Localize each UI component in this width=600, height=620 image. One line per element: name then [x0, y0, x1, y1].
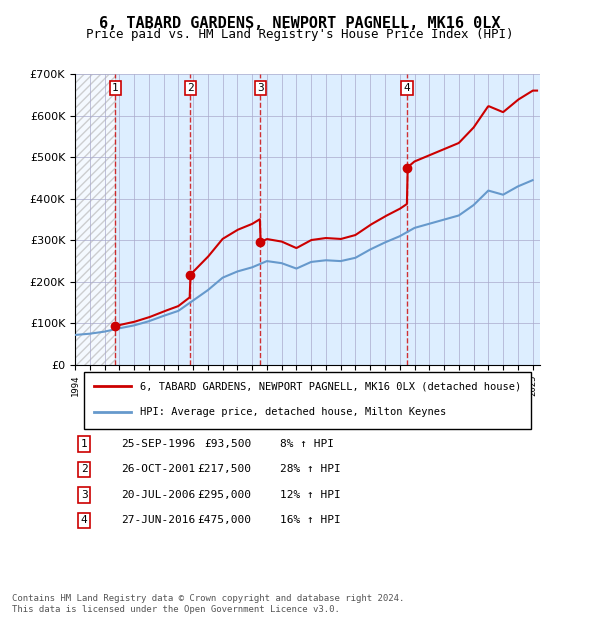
- Text: 25-SEP-1996: 25-SEP-1996: [121, 439, 196, 449]
- Text: 4: 4: [81, 515, 88, 525]
- Text: HPI: Average price, detached house, Milton Keynes: HPI: Average price, detached house, Milt…: [140, 407, 446, 417]
- Text: 26-OCT-2001: 26-OCT-2001: [121, 464, 196, 474]
- Text: 20-JUL-2006: 20-JUL-2006: [121, 490, 196, 500]
- Text: 12% ↑ HPI: 12% ↑ HPI: [280, 490, 340, 500]
- Text: 2: 2: [81, 464, 88, 474]
- Text: 3: 3: [81, 490, 88, 500]
- Text: £93,500: £93,500: [205, 439, 252, 449]
- Text: Price paid vs. HM Land Registry's House Price Index (HPI): Price paid vs. HM Land Registry's House …: [86, 28, 514, 41]
- Text: 6, TABARD GARDENS, NEWPORT PAGNELL, MK16 0LX (detached house): 6, TABARD GARDENS, NEWPORT PAGNELL, MK16…: [140, 381, 521, 391]
- Text: £295,000: £295,000: [198, 490, 252, 500]
- Text: Contains HM Land Registry data © Crown copyright and database right 2024.
This d: Contains HM Land Registry data © Crown c…: [12, 595, 404, 614]
- Text: 16% ↑ HPI: 16% ↑ HPI: [280, 515, 340, 525]
- Text: 6, TABARD GARDENS, NEWPORT PAGNELL, MK16 0LX: 6, TABARD GARDENS, NEWPORT PAGNELL, MK16…: [99, 16, 501, 30]
- Text: 27-JUN-2016: 27-JUN-2016: [121, 515, 196, 525]
- Text: 2: 2: [187, 83, 194, 93]
- FancyBboxPatch shape: [84, 373, 531, 429]
- Text: 1: 1: [112, 83, 119, 93]
- Text: 1: 1: [81, 439, 88, 449]
- Text: 4: 4: [404, 83, 410, 93]
- Text: 3: 3: [257, 83, 263, 93]
- Text: 28% ↑ HPI: 28% ↑ HPI: [280, 464, 340, 474]
- Bar: [75, 74, 115, 365]
- Text: £217,500: £217,500: [198, 464, 252, 474]
- Text: 8% ↑ HPI: 8% ↑ HPI: [280, 439, 334, 449]
- Text: £475,000: £475,000: [198, 515, 252, 525]
